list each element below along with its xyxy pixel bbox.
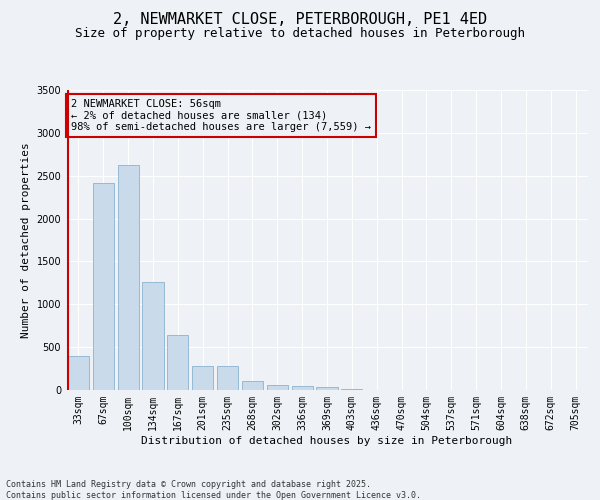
Text: Size of property relative to detached houses in Peterborough: Size of property relative to detached ho…: [75, 28, 525, 40]
Bar: [167, 335, 188, 390]
Bar: [217, 366, 238, 390]
Bar: [242, 380, 263, 390]
Bar: [93, 182, 114, 390]
Bar: [142, 282, 164, 390]
Bar: [292, 386, 313, 390]
X-axis label: Distribution of detached houses by size in Peterborough: Distribution of detached houses by size …: [142, 436, 512, 446]
Bar: [267, 385, 288, 390]
Bar: [68, 356, 89, 390]
Bar: [341, 389, 362, 390]
Y-axis label: Number of detached properties: Number of detached properties: [21, 142, 31, 338]
Bar: [192, 366, 213, 390]
Bar: [118, 166, 139, 390]
Text: 2 NEWMARKET CLOSE: 56sqm
← 2% of detached houses are smaller (134)
98% of semi-d: 2 NEWMARKET CLOSE: 56sqm ← 2% of detache…: [71, 99, 371, 132]
Bar: [316, 388, 338, 390]
Text: 2, NEWMARKET CLOSE, PETERBOROUGH, PE1 4ED: 2, NEWMARKET CLOSE, PETERBOROUGH, PE1 4E…: [113, 12, 487, 28]
Text: Contains HM Land Registry data © Crown copyright and database right 2025.
Contai: Contains HM Land Registry data © Crown c…: [6, 480, 421, 500]
